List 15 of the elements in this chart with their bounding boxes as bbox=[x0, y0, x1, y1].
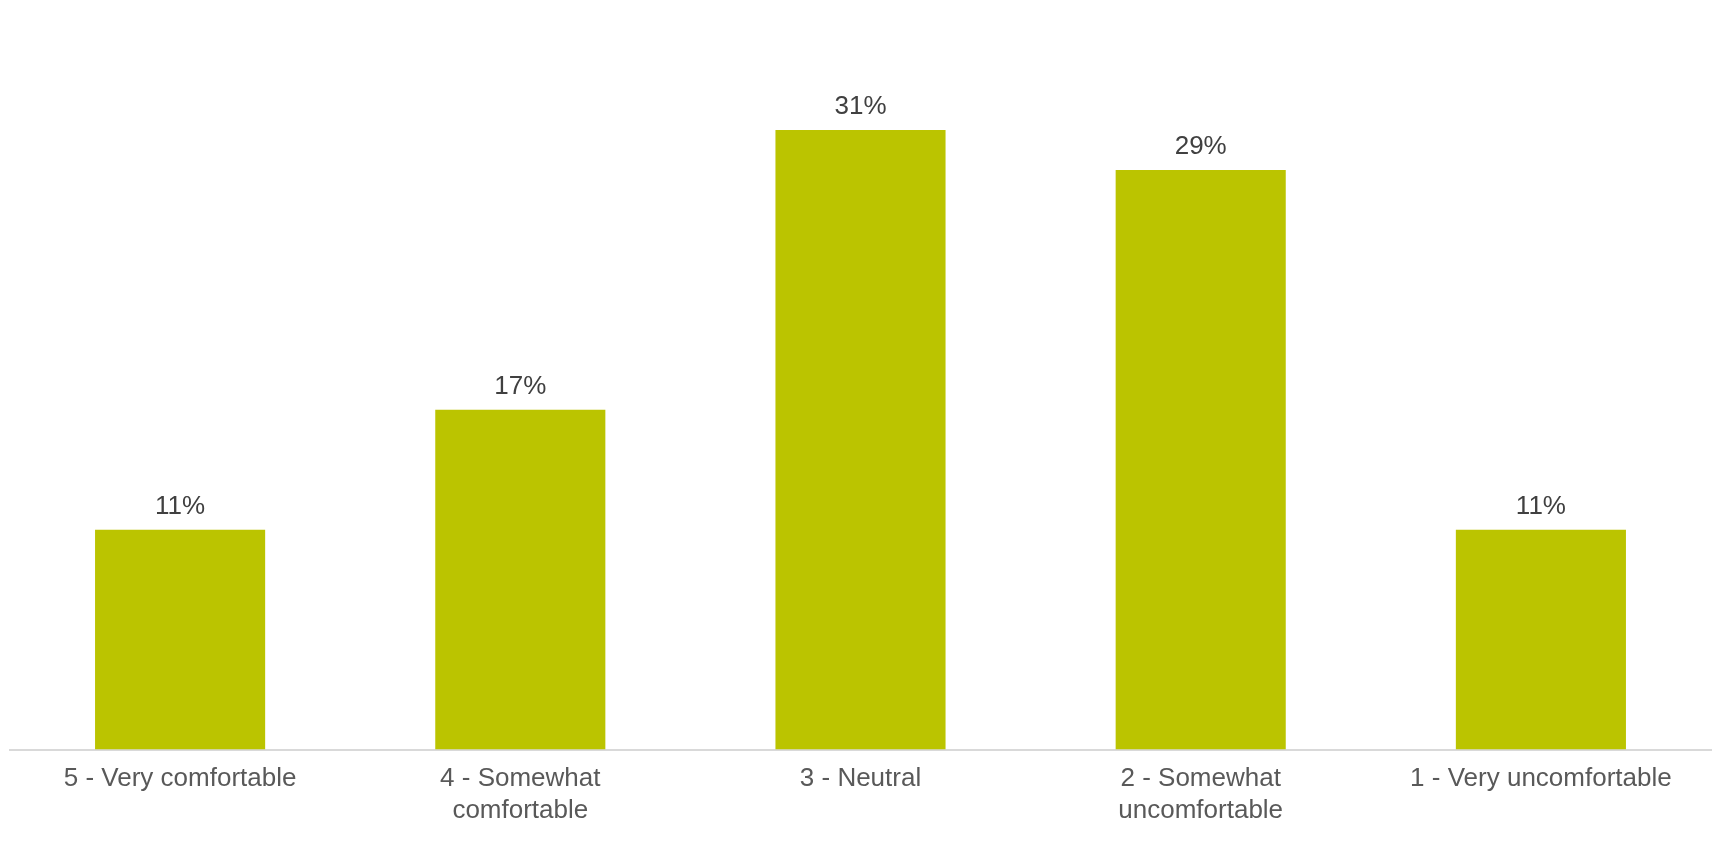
x-tick-label: 5 - Very comfortable bbox=[63, 762, 297, 793]
data-label: 17% bbox=[494, 369, 547, 400]
bar bbox=[1115, 169, 1286, 750]
x-tick-label: 1 - Very uncomfortable bbox=[1410, 762, 1672, 793]
x-tick-label: 4 - Somewhat comfortable bbox=[440, 762, 602, 824]
bar bbox=[1455, 529, 1626, 750]
data-label: 11% bbox=[1515, 489, 1566, 520]
data-label: 29% bbox=[1174, 130, 1227, 161]
x-tick-label: 2 - Somewhat uncomfortable bbox=[1118, 762, 1284, 824]
data-label: 31% bbox=[834, 90, 887, 121]
bar bbox=[95, 529, 266, 750]
bar bbox=[775, 129, 946, 750]
x-tick-label: 3 - Neutral bbox=[799, 762, 922, 793]
bar bbox=[435, 409, 606, 750]
data-label: 11% bbox=[155, 489, 206, 520]
